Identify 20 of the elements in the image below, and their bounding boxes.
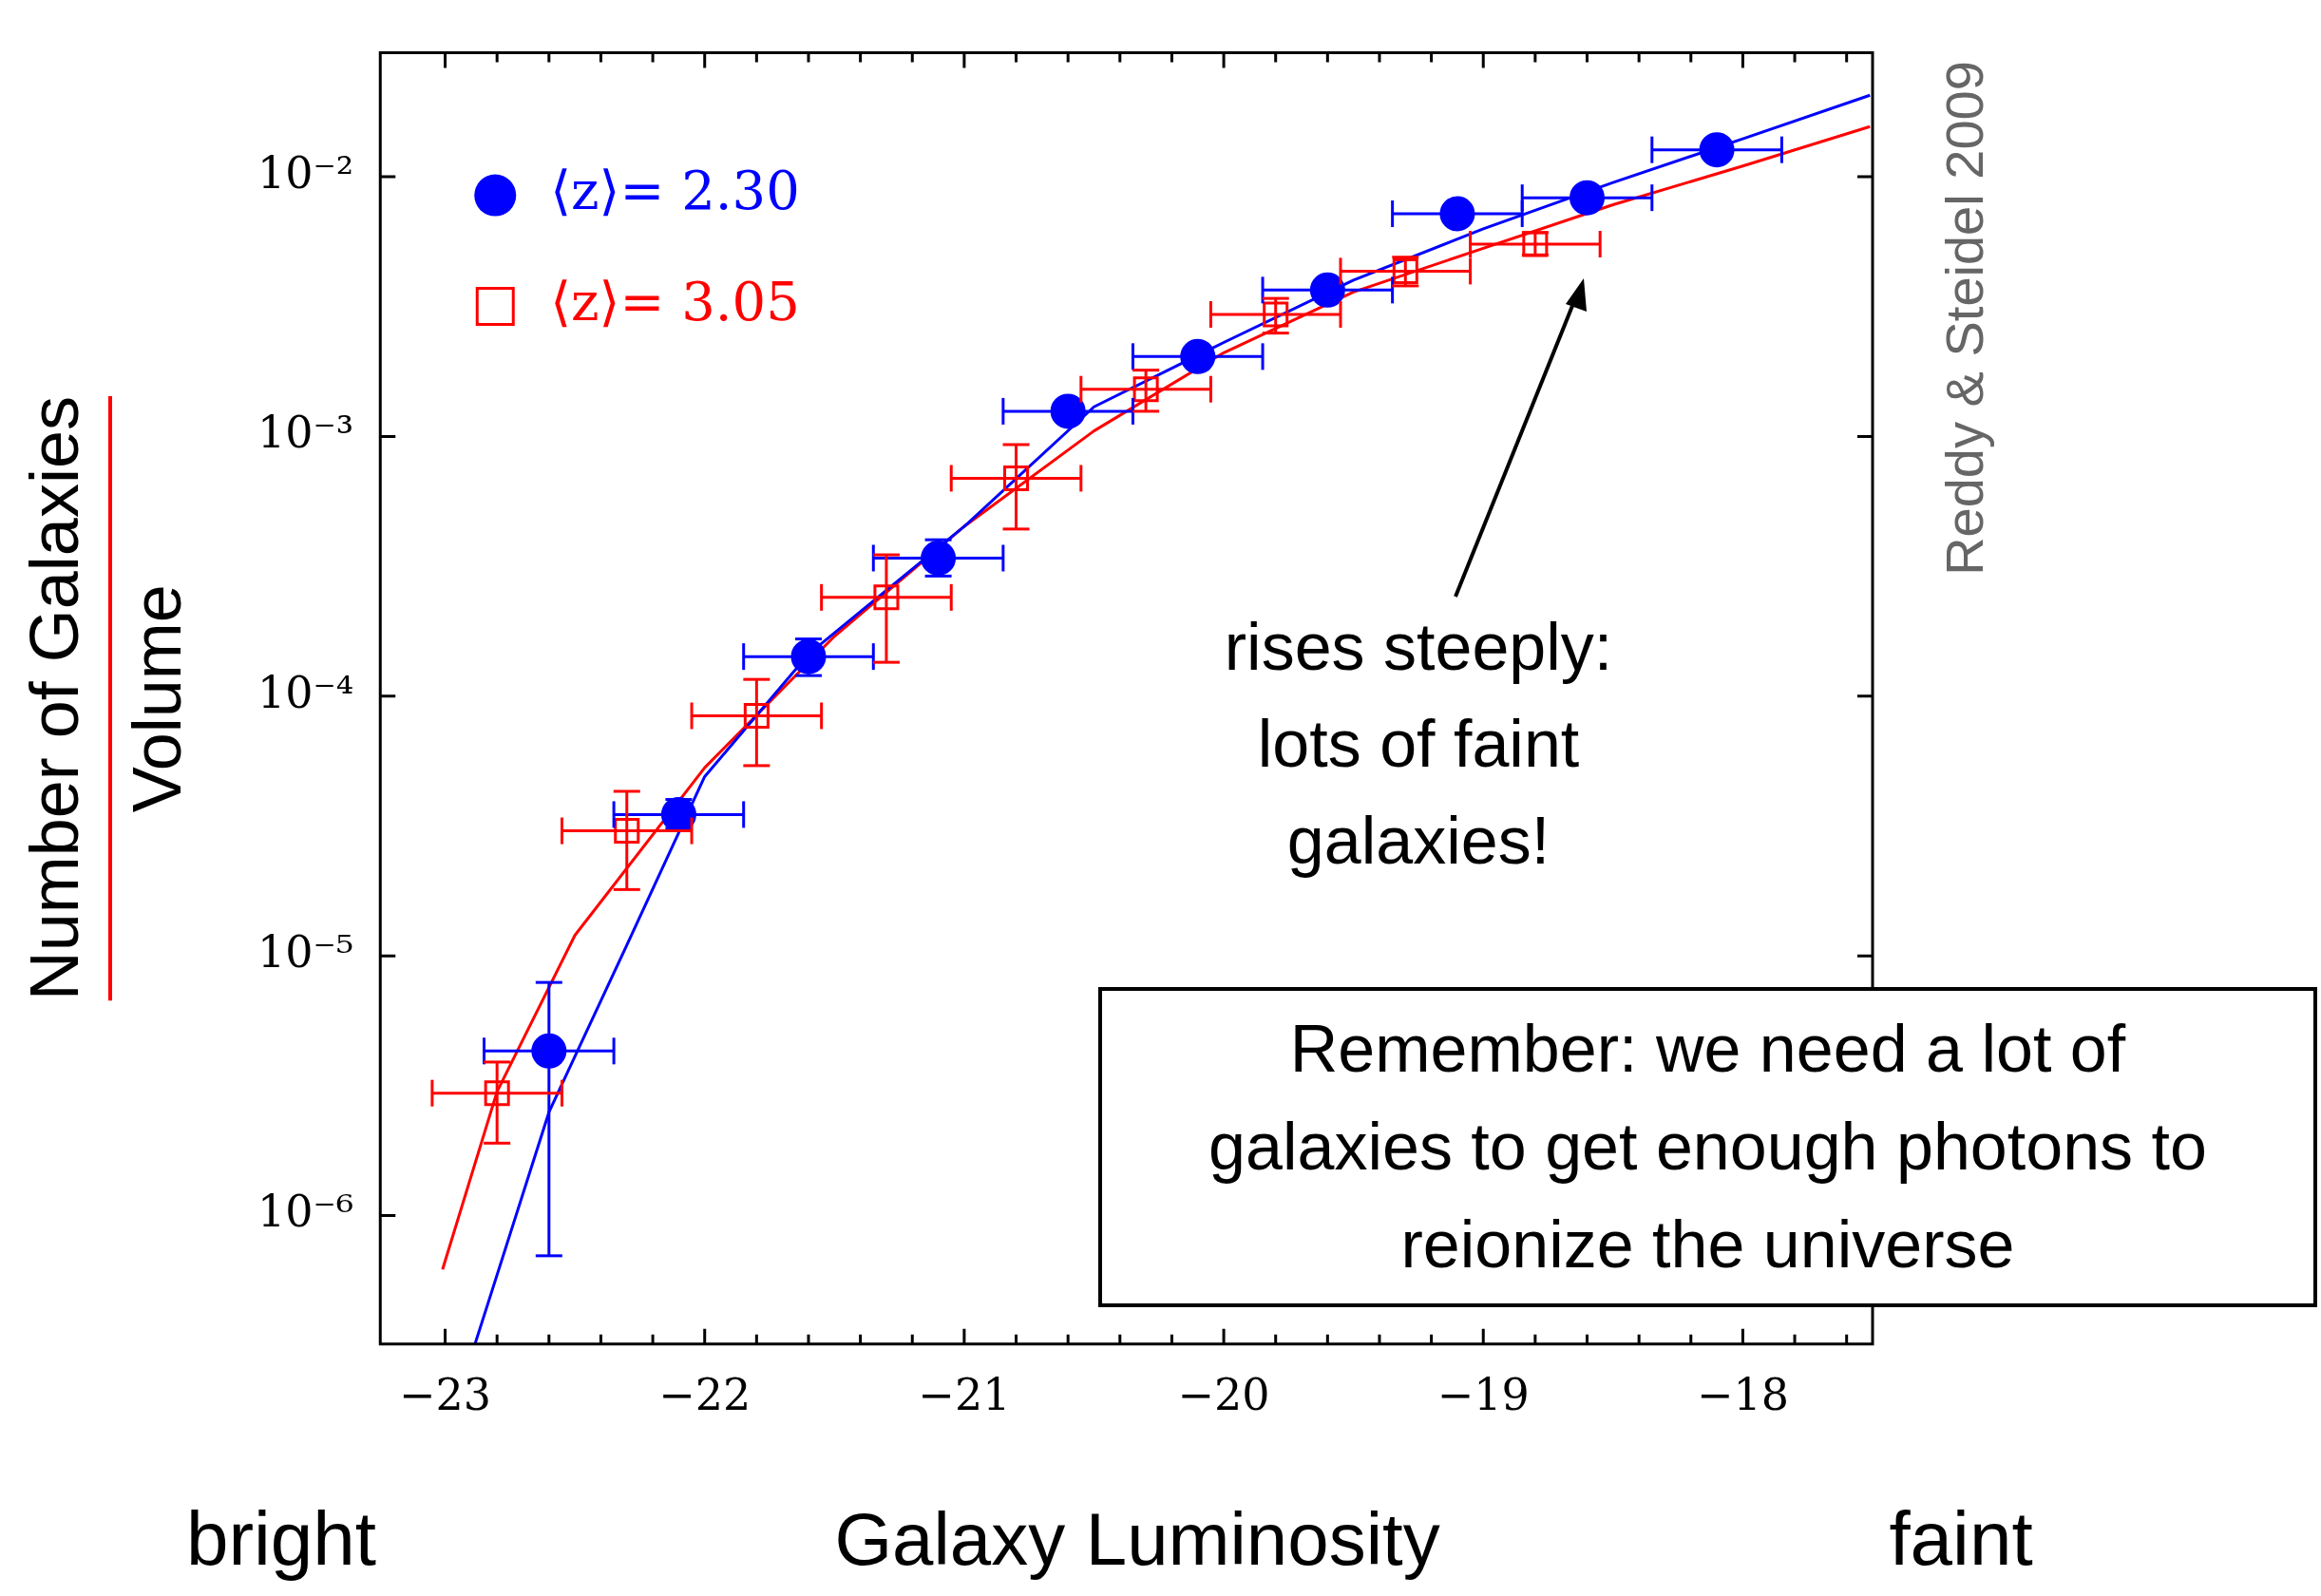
text: bright [185,1496,377,1582]
text: faint [1889,1496,2033,1582]
annotation: rises steeply: lots of faint galaxies! [1224,610,1613,879]
y-tick-label: 10⁻² [257,146,354,199]
legend-label: ⟨z⟩= 3.05 [550,271,800,333]
y-tick-label: 10⁻⁶ [257,1186,354,1238]
x-tick-label: −20 [1177,1369,1270,1421]
y-tick-label: 10⁻³ [257,407,354,459]
x-tick-label: −23 [399,1369,492,1421]
x-tick-label: −19 [1436,1369,1530,1421]
x-axis-title: Galaxy Luminosity [834,1496,1440,1581]
y-tick-label: 10⁻⁵ [257,926,354,978]
text: Reddy & Steidel 2009 [1934,61,1995,576]
text-box: Remember: we need a lot of galaxies to get enough photons to reionize the universe [1098,987,2317,1307]
x-tick-label: −21 [918,1369,1011,1421]
legend-label: ⟨z⟩= 2.30 [550,160,800,222]
x-tick-label: −22 [658,1369,751,1421]
y-tick-label: 10⁻⁴ [257,666,354,718]
x-tick-label: −18 [1696,1369,1789,1421]
y-axis-title: Number of Galaxies Volume [15,396,195,1001]
